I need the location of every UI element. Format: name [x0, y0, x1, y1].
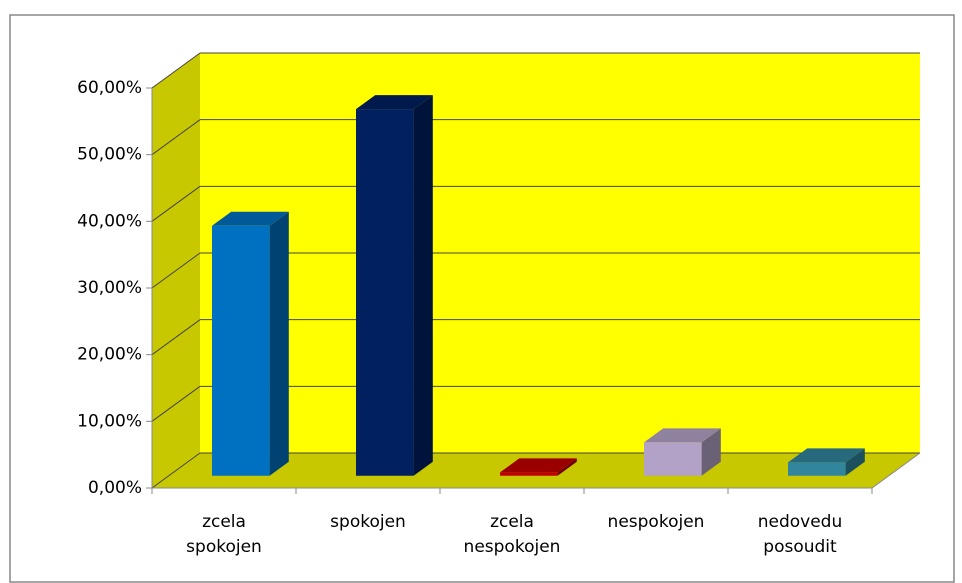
- y-tick-label: 0,00%: [88, 478, 142, 498]
- bar: [788, 448, 865, 476]
- bar-front: [500, 472, 558, 476]
- bar-side: [413, 95, 433, 476]
- grid-line: [151, 319, 201, 356]
- bar-top: [212, 211, 289, 226]
- y-tick-label: 40,00%: [77, 211, 142, 231]
- grid-line: [151, 119, 201, 156]
- y-tick-label: 50,00%: [77, 145, 142, 165]
- bar-top: [356, 95, 433, 110]
- y-tick-label: 60,00%: [77, 78, 142, 98]
- bar: [500, 458, 577, 476]
- bar-side: [845, 448, 865, 476]
- y-tick-label: 10,00%: [77, 411, 142, 431]
- x-tick-label: nespokojen: [607, 512, 705, 532]
- bar-top: [788, 448, 865, 463]
- x-tick-label: nedovedu posoudit: [757, 512, 843, 557]
- bar-front: [212, 225, 270, 476]
- bar: [644, 428, 721, 476]
- bar-side: [701, 428, 721, 476]
- bar-front: [644, 442, 702, 476]
- bar-front: [356, 109, 414, 476]
- y-tick-label: 30,00%: [77, 278, 142, 298]
- bar: [212, 211, 289, 476]
- grid-line: [151, 252, 201, 289]
- y-tick-label: 20,00%: [77, 345, 142, 365]
- x-tick-label: zcela spokojen: [186, 512, 262, 557]
- bar-side: [269, 211, 289, 476]
- grid-line: [151, 452, 201, 489]
- grid-line: [151, 52, 201, 89]
- bar: [356, 95, 433, 476]
- bar-top: [500, 458, 577, 473]
- x-axis-depth: [871, 452, 921, 489]
- grid-line: [151, 385, 201, 422]
- bar-front: [788, 462, 846, 476]
- bar-side: [557, 458, 577, 476]
- grid-line: [151, 185, 201, 222]
- x-tick-label: zcela nespokojen: [463, 512, 561, 557]
- x-tick-label: spokojen: [330, 512, 406, 532]
- bar-top: [644, 428, 721, 443]
